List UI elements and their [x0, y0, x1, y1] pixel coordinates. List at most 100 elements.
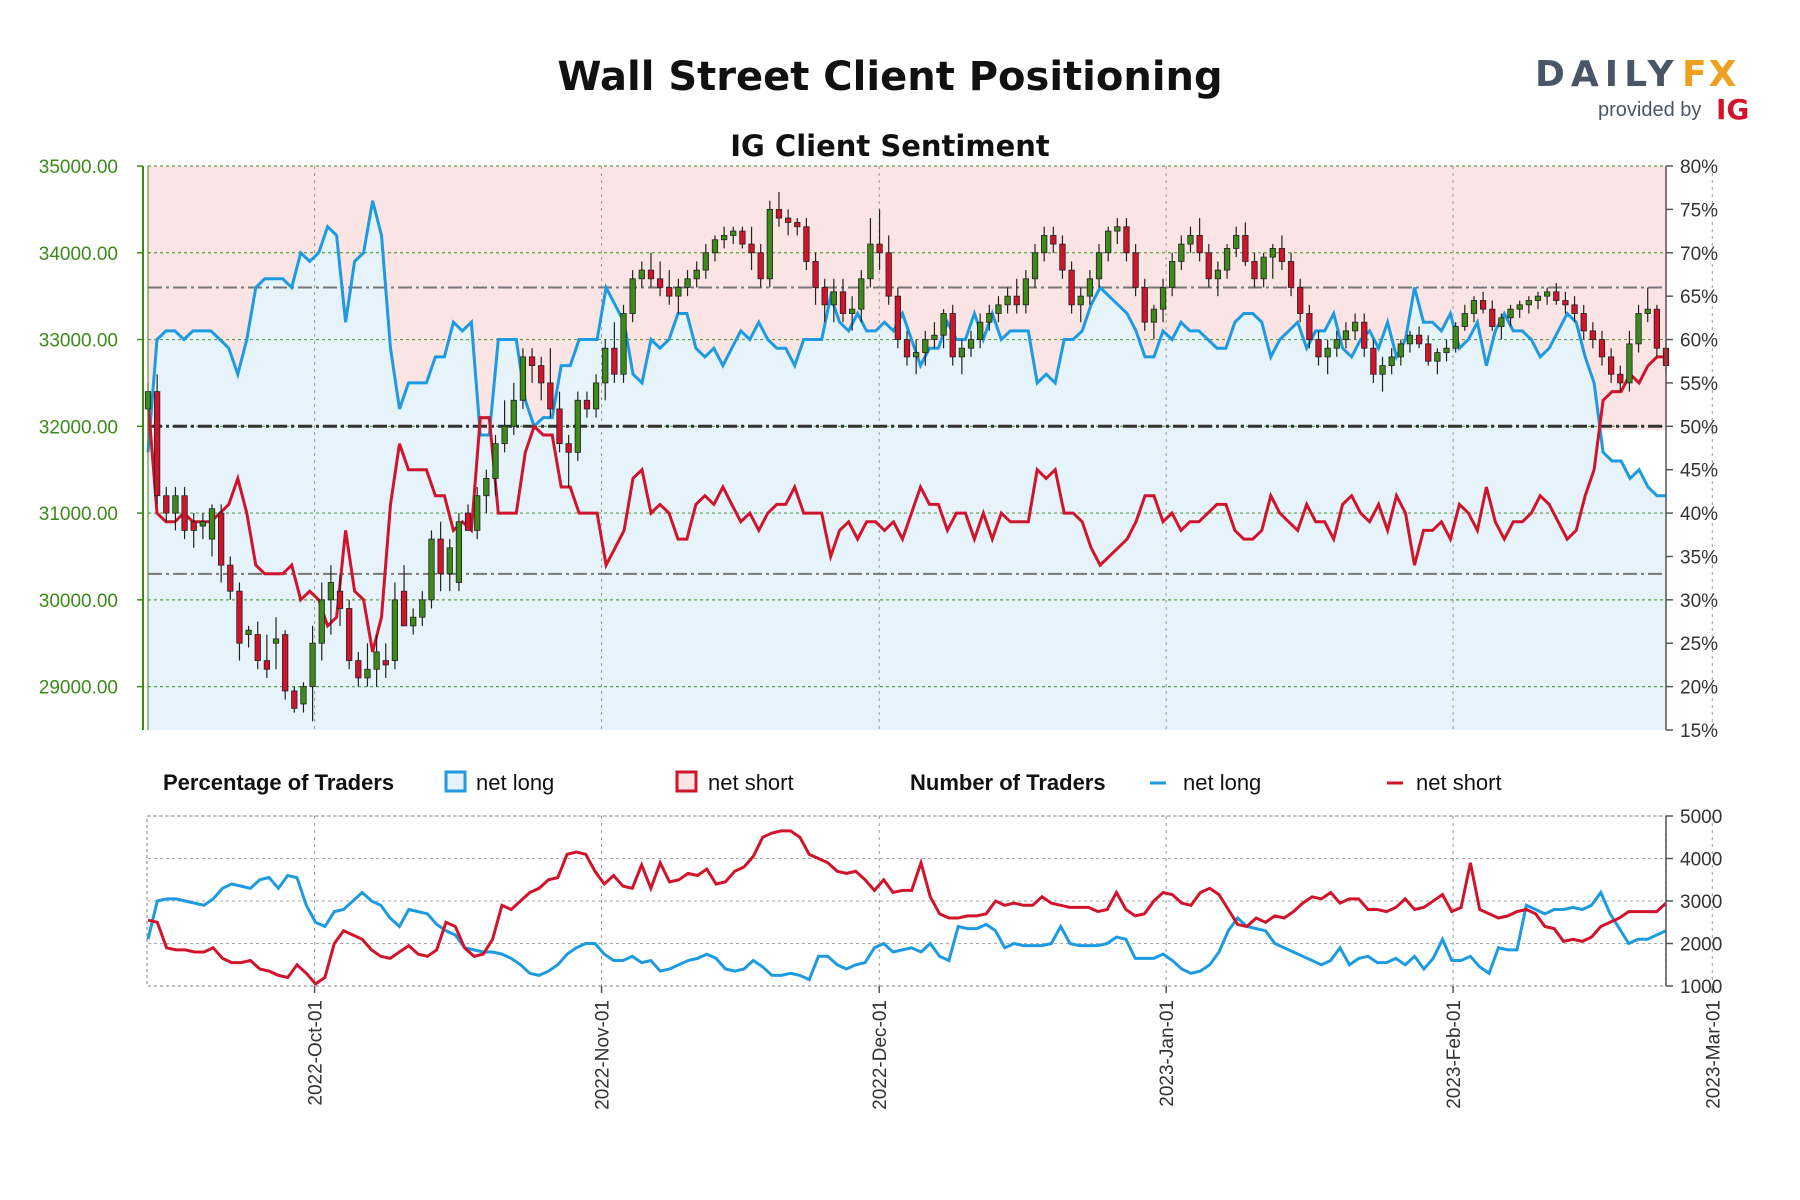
candle-body [1562, 300, 1569, 306]
candle-body [1059, 243, 1066, 271]
legend-num-long-label: net long [1183, 770, 1261, 795]
candle-body [1086, 278, 1094, 297]
legend-number-title: Number of Traders [910, 770, 1106, 795]
candle-body [1470, 300, 1478, 314]
candle-body [254, 634, 261, 661]
brand-tagline: provided by [1598, 99, 1701, 121]
candle-body [1543, 291, 1551, 297]
candle-body [730, 230, 737, 236]
candle-body [1242, 235, 1249, 262]
candle-body [565, 443, 572, 453]
candle-body [1635, 313, 1642, 345]
candle-body [364, 668, 371, 679]
price-tick-label: 34000.00 [39, 244, 118, 265]
candle-body [1370, 347, 1377, 375]
candle-body [1132, 252, 1139, 288]
net-short-pct-line [146, 355, 1666, 653]
candle-body [656, 278, 664, 288]
candle-body [858, 278, 865, 310]
percent-tick-label: 20% [1680, 678, 1718, 699]
date-axis-ticks: 2022-Oct-01 2022-Nov-01 2022-Dec-01 2023-Ja… [306, 986, 1724, 1110]
candle-body [702, 252, 709, 271]
candle-body [1004, 295, 1011, 306]
candle-body [181, 495, 188, 531]
legend-pct-long-label: net long [476, 770, 554, 795]
candle-body [1022, 278, 1030, 306]
candle-body [602, 347, 609, 384]
dailyfx-logo: DAILY FX provided by IG [1535, 54, 1749, 126]
candle-body [373, 651, 380, 670]
candle-body [1114, 226, 1121, 232]
candle-body [245, 629, 252, 635]
candle-body [474, 495, 481, 531]
candle-body [583, 399, 591, 410]
candle-body [1571, 304, 1578, 314]
candle-body [1187, 235, 1194, 245]
candle-body [849, 308, 856, 314]
price-tick-label: 30000.00 [39, 591, 118, 612]
candle-body [391, 599, 399, 661]
candle-body [1351, 321, 1359, 332]
candle-body [1534, 295, 1542, 301]
candle-body [922, 339, 929, 353]
candle-body [199, 521, 206, 527]
candle-body [382, 660, 389, 666]
candle-body [967, 339, 975, 349]
candle-body [1626, 343, 1633, 384]
percent-tick-label: 80% [1680, 157, 1718, 178]
candle-body [236, 590, 243, 644]
percent-tick-label: 70% [1680, 244, 1718, 265]
candle-body [528, 356, 536, 366]
candle-body [1507, 308, 1514, 319]
candle-body [1077, 295, 1084, 306]
legend: Percentage of Traders net long net short… [163, 770, 1502, 795]
candle-body [1141, 287, 1148, 323]
candle-body [757, 252, 764, 280]
count-tick-label: 5000 [1680, 807, 1722, 828]
candle-body [894, 295, 901, 340]
candle-body [1013, 295, 1020, 306]
candle-body [1580, 313, 1587, 332]
candle-body [574, 399, 581, 453]
count-axis-ticks: 1000 2000 3000 4000 5000 [1666, 807, 1722, 998]
candle-body [839, 291, 847, 314]
candle-body [720, 235, 728, 241]
candle-body [227, 564, 234, 592]
net-long-pct-line [146, 200, 1666, 498]
candle-body [318, 599, 325, 644]
legend-percentage-title: Percentage of Traders [163, 770, 394, 795]
candle-body [794, 221, 801, 228]
percent-axis-ticks: 15% 20% 25% 30% 35% 40% 45% 50% 55% 60% 65% 70% 75% 8… [1666, 157, 1718, 742]
candle-body [940, 313, 947, 336]
price-tick-label: 29000.00 [39, 678, 118, 699]
percent-tick-label: 65% [1680, 287, 1718, 308]
candle-body [812, 261, 819, 288]
candle-body [1205, 252, 1212, 280]
date-tick-label: 2023-Feb-01 [1444, 1000, 1465, 1109]
price-tick-label: 32000.00 [39, 417, 118, 438]
candle-body [675, 287, 682, 297]
candle-body [1105, 230, 1112, 254]
candle-body [647, 269, 655, 280]
candle-body [903, 339, 911, 358]
chart-title: Wall Street Client Positioning [557, 54, 1222, 100]
count-tick-label: 2000 [1680, 935, 1722, 956]
count-tick-label: 4000 [1680, 850, 1722, 871]
candle-body [538, 365, 545, 384]
candle-body [1479, 300, 1487, 310]
price-axis-ticks: 29000.00 30000.00 31000.00 32000.00 33000.00… [39, 157, 143, 699]
date-tick-label: 2023-Jan-01 [1157, 1000, 1178, 1107]
candle-body [1123, 226, 1130, 254]
count-tick-label: 3000 [1680, 892, 1722, 913]
candle-body [300, 686, 307, 705]
candle-body [986, 313, 993, 323]
net-short-count-line [147, 829, 1668, 986]
legend-pct-short-label: net short [708, 770, 794, 795]
candle-body [1379, 365, 1386, 375]
candle-body [1306, 313, 1313, 340]
candle-body [501, 425, 508, 445]
candle-body [592, 382, 600, 410]
candle-body [931, 334, 938, 340]
candle-body [556, 408, 563, 445]
